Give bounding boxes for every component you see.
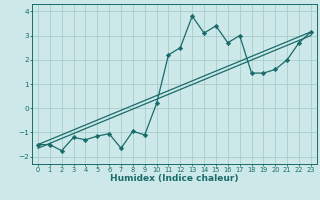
- X-axis label: Humidex (Indice chaleur): Humidex (Indice chaleur): [110, 174, 239, 183]
